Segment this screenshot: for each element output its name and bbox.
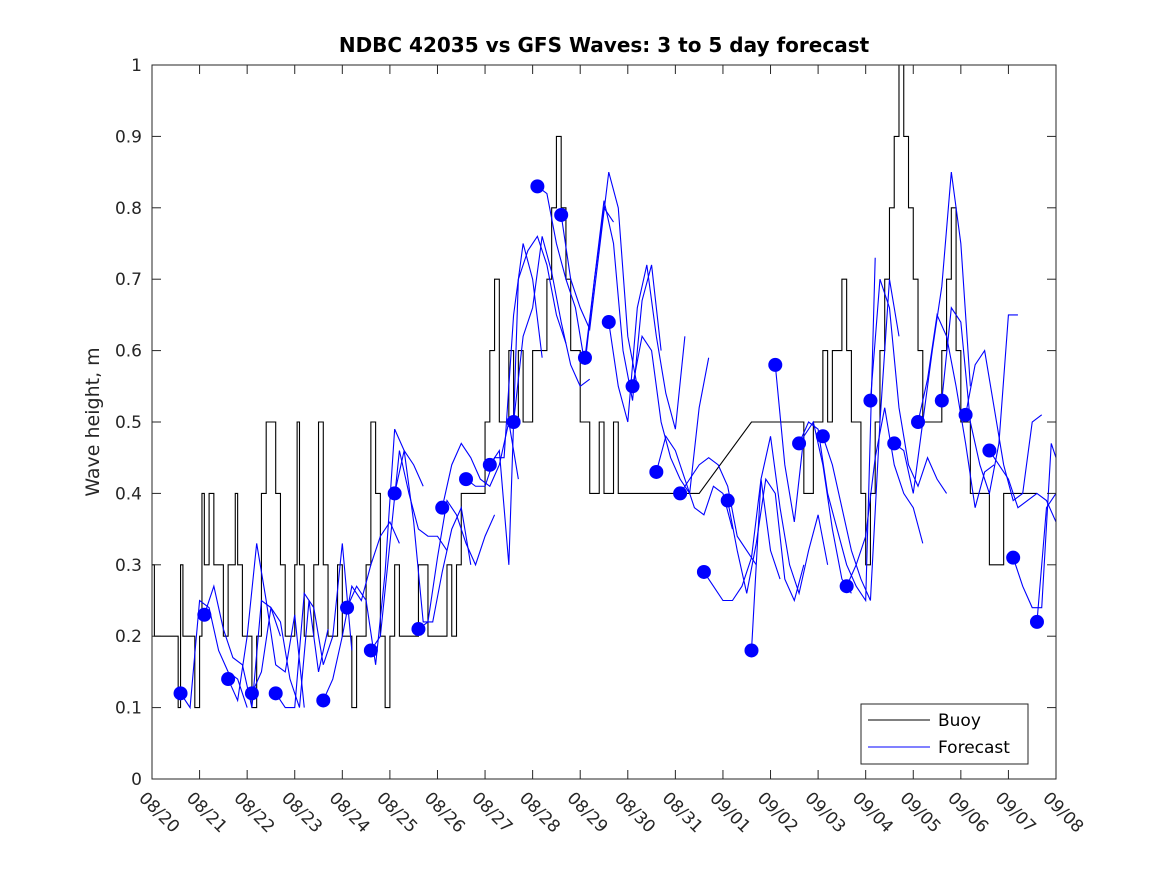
forecast-marker <box>839 579 854 594</box>
y-tick-label: 1 <box>131 56 142 76</box>
forecast-line <box>275 543 353 709</box>
forecast-line <box>988 450 1056 523</box>
forecast-marker <box>530 179 545 194</box>
forecast-marker <box>316 693 331 708</box>
y-tick-label: 0.7 <box>115 270 142 290</box>
forecast-marker <box>268 686 283 701</box>
forecast-line <box>1036 493 1056 622</box>
forecast-marker <box>244 686 259 701</box>
forecast-marker <box>387 486 402 501</box>
forecast-marker <box>649 464 664 479</box>
y-tick-label: 0.6 <box>115 342 142 362</box>
forecast-line <box>655 434 733 530</box>
forecast-series-layer <box>180 171 1056 710</box>
legend-label-forecast: Forecast <box>938 738 1010 758</box>
forecast-marker <box>768 357 783 372</box>
forecast-line <box>394 450 472 623</box>
y-tick-label: 0.4 <box>115 484 142 504</box>
forecast-line <box>750 436 829 651</box>
forecast-line <box>1012 443 1056 609</box>
forecast-marker <box>982 443 997 458</box>
forecast-line <box>465 243 543 487</box>
forecast-marker-layer <box>173 179 1044 708</box>
legend-box <box>860 703 1029 765</box>
forecast-line <box>537 185 614 365</box>
forecast-line <box>822 279 900 601</box>
forecast-line <box>513 236 591 423</box>
forecast-line <box>941 306 1018 496</box>
forecast-line <box>346 428 424 665</box>
forecast-line <box>965 349 1043 502</box>
y-tick-label: 0.9 <box>115 127 142 147</box>
forecast-marker <box>1029 614 1044 629</box>
forecast-line <box>560 171 638 387</box>
forecast-line <box>608 264 686 430</box>
forecast-line <box>180 599 248 710</box>
forecast-line <box>370 450 448 651</box>
forecast-marker <box>744 643 759 658</box>
forecast-marker <box>696 564 711 579</box>
forecast-line <box>869 279 948 494</box>
forecast-line <box>917 312 995 508</box>
forecast-marker <box>863 393 878 408</box>
y-tick-label: 0.8 <box>115 199 142 219</box>
forecast-marker <box>411 622 426 637</box>
y-tick-label: 0.5 <box>115 413 142 433</box>
forecast-marker <box>506 415 521 429</box>
forecast-marker <box>1006 550 1021 565</box>
forecast-marker <box>720 493 735 508</box>
legend: Buoy Forecast <box>860 703 1029 765</box>
forecast-marker <box>673 486 688 501</box>
forecast-marker <box>482 457 497 472</box>
forecast-marker <box>221 672 236 687</box>
forecast-marker <box>197 607 212 622</box>
forecast-marker <box>340 600 355 615</box>
forecast-line <box>632 334 710 495</box>
legend-label-buoy: Buoy <box>938 711 981 731</box>
forecast-marker <box>934 393 949 408</box>
forecast-line <box>774 364 852 594</box>
forecast-marker <box>554 207 569 222</box>
y-axis-label: Wave height, m <box>82 347 104 496</box>
forecast-marker <box>887 436 902 451</box>
forecast-marker <box>601 315 616 330</box>
y-tick-label: 0.1 <box>115 699 142 719</box>
forecast-marker <box>435 500 450 515</box>
forecast-line <box>322 520 400 701</box>
forecast-marker <box>173 686 188 701</box>
forecast-line <box>418 499 496 630</box>
y-tick-label: 0.2 <box>115 627 142 647</box>
forecast-line <box>727 477 805 603</box>
forecast-line <box>703 479 781 602</box>
y-tick-label: 0.3 <box>115 556 142 576</box>
forecast-marker <box>625 379 640 394</box>
forecast-line <box>251 600 329 708</box>
y-tick-label: 0 <box>131 770 142 790</box>
forecast-marker <box>911 415 926 429</box>
y-axis: 0 0.1 0.2 0.3 0.4 0.5 0.6 0.7 0.8 0.9 1 <box>115 56 1056 790</box>
forecast-line <box>227 543 305 708</box>
forecast-marker <box>815 429 830 444</box>
forecast-marker <box>577 350 592 365</box>
forecast-marker <box>363 643 378 658</box>
forecast-line <box>846 407 924 587</box>
forecast-marker <box>459 472 474 487</box>
forecast-marker <box>792 436 807 451</box>
forecast-line <box>489 235 567 565</box>
forecast-line <box>679 457 757 566</box>
chart-title: NDBC 42035 vs GFS Waves: 3 to 5 day fore… <box>339 33 870 57</box>
forecast-line <box>798 257 876 603</box>
forecast-marker <box>958 407 973 422</box>
